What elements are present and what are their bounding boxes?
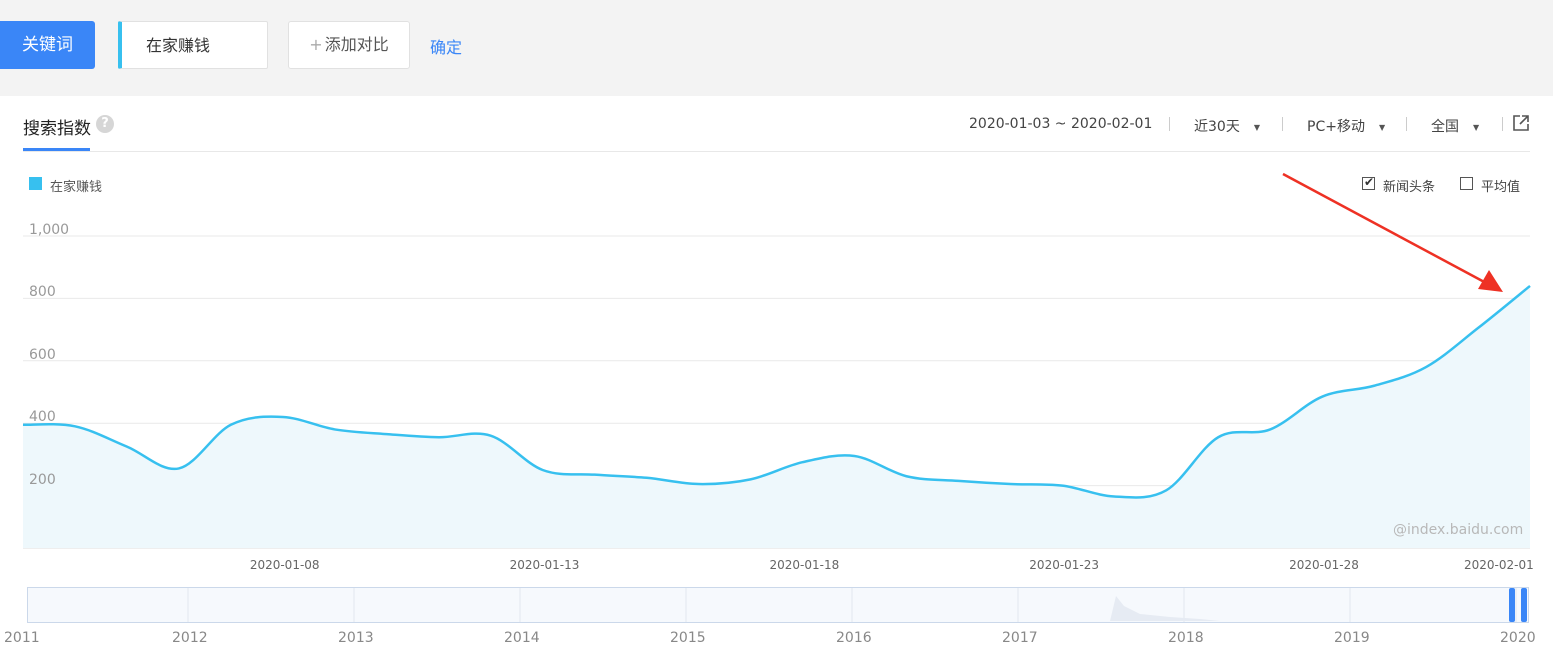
x-tick-label: 2020-02-01 (1464, 558, 1534, 572)
y-tick-label: 600 (29, 346, 56, 363)
y-tick-label: 200 (29, 471, 56, 488)
series-area (23, 285, 1530, 548)
watermark: @index.baidu.com (1393, 522, 1524, 538)
plus-icon: + (309, 35, 323, 54)
y-tick-label: 400 (29, 409, 56, 426)
navigator-year-label: 2016 (836, 630, 872, 646)
navigator-trend-shape (1110, 596, 1220, 621)
check-icon: ✔ (1364, 175, 1375, 189)
confirm-button[interactable]: 确定 (430, 38, 463, 57)
caret-down-icon: ▼ (1253, 122, 1260, 132)
x-tick-label: 2020-01-18 (769, 558, 840, 572)
external-link-icon[interactable] (1513, 115, 1529, 131)
legend-label[interactable]: 在家赚钱 (50, 180, 103, 195)
navigator-year-label: 2015 (670, 630, 706, 646)
add-compare-label: 添加对比 (324, 35, 389, 54)
region-label: 全国 (1431, 119, 1459, 135)
navigator-year-label: 2014 (504, 630, 540, 646)
legend-swatch (29, 177, 42, 190)
device-label: PC+移动 (1307, 119, 1365, 135)
date-range[interactable]: 2020-01-03 ~ 2020-02-01 (969, 116, 1153, 132)
keyword-input[interactable]: 在家赚钱 (118, 21, 268, 69)
caret-down-icon: ▼ (1378, 122, 1386, 132)
navigator-year-label: 2011 (4, 630, 40, 646)
navigator-handle[interactable] (1509, 588, 1515, 622)
x-tick-label: 2020-01-13 (509, 558, 580, 572)
search-bar: 关键词 在家赚钱 + 添加对比 确定 (0, 0, 1553, 96)
divider (1502, 117, 1503, 131)
annotation-arrow-head (1478, 270, 1503, 292)
navigator-year-label: 2012 (172, 630, 208, 646)
average-checkbox[interactable] (1460, 177, 1473, 190)
navigator-year-label: 2013 (338, 630, 374, 646)
navigator-handle[interactable] (1521, 588, 1527, 622)
help-icon[interactable]: ? (96, 115, 114, 133)
x-tick-label: 2020-01-28 (1289, 558, 1359, 572)
divider (1406, 117, 1407, 131)
navigator-year-label: 2017 (1002, 630, 1038, 646)
add-compare-button[interactable]: + 添加对比 (288, 21, 410, 69)
tab-underline (23, 148, 90, 151)
keyword-value: 在家赚钱 (146, 36, 211, 55)
tab-divider (23, 151, 1530, 152)
keyword-button[interactable]: 关键词 (0, 21, 95, 69)
news-checkbox[interactable]: ✔ (1362, 175, 1375, 190)
range-navigator[interactable] (27, 587, 1529, 623)
series-line[interactable] (22, 284, 1531, 499)
device-select[interactable]: PC+移动 ▼ (1307, 116, 1385, 136)
period-label: 近30天 (1194, 119, 1240, 135)
navigator-year-label: 2019 (1334, 630, 1370, 646)
news-label: 新闻头条 (1383, 180, 1436, 195)
navigator-year-label: 2018 (1168, 630, 1204, 646)
y-tick-label: 1,000 (29, 222, 70, 238)
y-tick-label: 800 (29, 284, 56, 301)
navigator-year-label: 2020 (1500, 630, 1536, 646)
region-select[interactable]: 全国 ▼ (1431, 116, 1479, 136)
period-select[interactable]: 近30天 ▼ (1194, 116, 1260, 136)
annotation-arrow-line (1282, 172, 1489, 286)
divider (1169, 117, 1170, 131)
x-tick-label: 2020-01-23 (1029, 558, 1100, 572)
caret-down-icon: ▼ (1473, 122, 1480, 132)
divider (1282, 117, 1283, 131)
x-tick-label: 2020-01-08 (249, 558, 320, 572)
tab-search-index[interactable]: 搜索指数 (23, 119, 91, 139)
average-label: 平均值 (1481, 180, 1521, 195)
